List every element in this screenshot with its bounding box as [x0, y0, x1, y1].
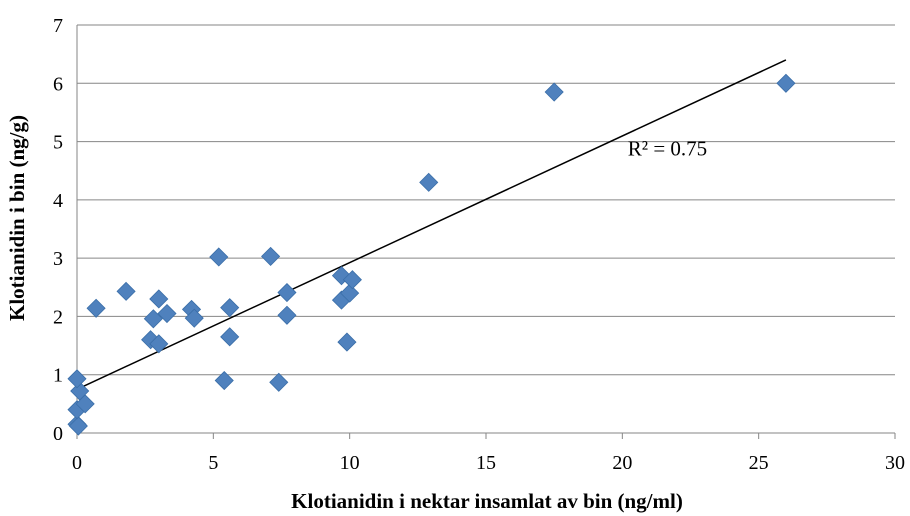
data-point [214, 370, 234, 391]
data-point [68, 416, 88, 436]
data-point [149, 289, 169, 309]
y-tick-label-6: 6 [53, 73, 63, 95]
y-tick-label-5: 5 [53, 132, 63, 154]
data-point [86, 298, 106, 318]
x-tick-label-0: 0 [72, 452, 82, 474]
data-point [67, 369, 87, 389]
trendline-group [76, 59, 787, 390]
data-point [337, 332, 357, 352]
y-tick-label-4: 4 [53, 190, 63, 212]
x-tick-label-30: 30 [885, 452, 905, 474]
data-point [143, 309, 163, 329]
x-tick-label-10: 10 [340, 452, 360, 474]
x-tick-label-25: 25 [749, 452, 769, 474]
x-tick-label-20: 20 [612, 452, 632, 474]
y-tick-label-0: 0 [53, 423, 63, 445]
y-axis-title: Klotianidin i bin (ng/g) [5, 115, 29, 321]
x-tick-label-15: 15 [476, 452, 496, 474]
data-point [184, 308, 204, 328]
data-point [277, 282, 297, 303]
y-tick-label-3: 3 [53, 248, 63, 270]
trendline [76, 59, 787, 390]
data-point [419, 172, 439, 192]
r-squared-label: R² = 0.75 [628, 137, 707, 161]
y-tick-label-7: 7 [53, 15, 63, 37]
data-point [340, 283, 360, 303]
y-tick-labels: 0 1 2 3 4 5 6 7 [53, 15, 63, 445]
x-tick-label-5: 5 [208, 452, 218, 474]
data-point [157, 303, 177, 324]
data-point [220, 327, 240, 347]
data-point [342, 270, 362, 290]
data-points [67, 73, 796, 436]
y-tick-label-1: 1 [53, 365, 63, 387]
data-point [776, 73, 796, 93]
data-point [220, 298, 240, 318]
data-point [277, 305, 297, 325]
data-point [269, 372, 289, 392]
data-point [261, 246, 281, 266]
x-axis-title: Klotianidin i nektar insamlat av bin (ng… [291, 489, 683, 513]
data-point [116, 281, 136, 301]
y-tick-label-2: 2 [53, 306, 63, 328]
data-point [149, 334, 169, 354]
data-point [75, 394, 95, 414]
annotations: R² = 0.75 [628, 137, 707, 161]
data-point [209, 247, 229, 267]
data-point [544, 82, 564, 102]
x-tick-labels: 0 5 10 15 20 25 30 [72, 452, 905, 474]
axes [76, 25, 896, 439]
